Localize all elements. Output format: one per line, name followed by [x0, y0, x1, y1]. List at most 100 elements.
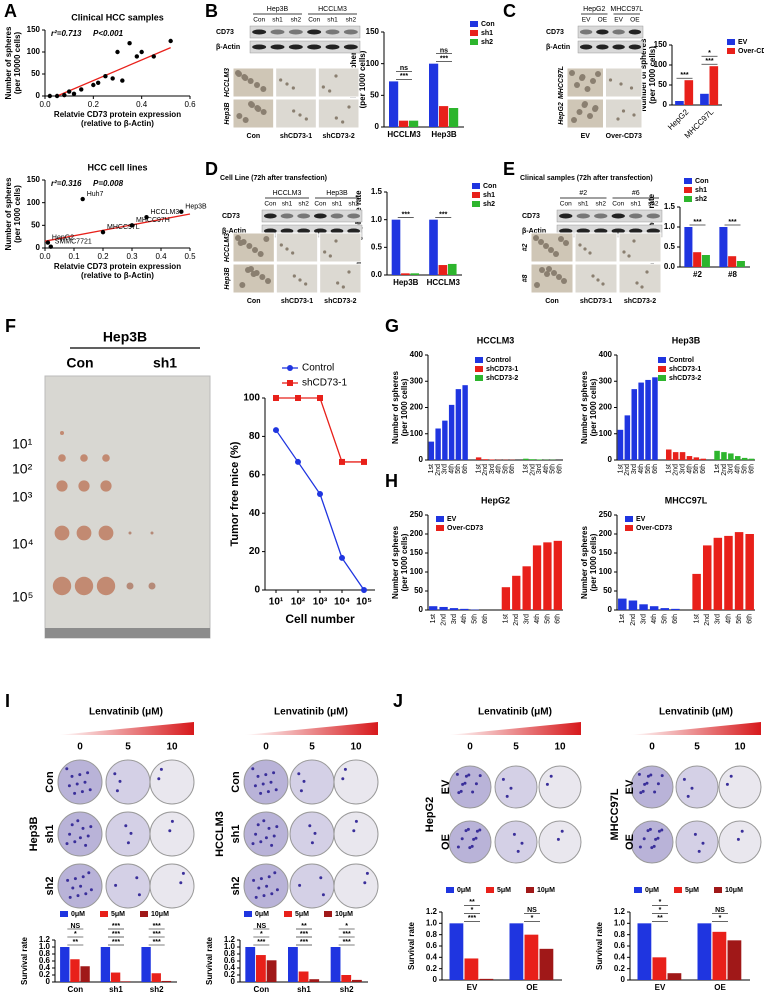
y-tick-label: 100 [27, 198, 41, 207]
sphere [249, 102, 255, 108]
sphere [291, 86, 295, 90]
significance-label: * [659, 907, 662, 914]
blot-group: Hep3B [326, 190, 348, 197]
point-label: MHCC97H [136, 217, 170, 224]
legend-label: 10μM [537, 887, 555, 894]
bar [553, 540, 562, 610]
bar [464, 958, 479, 980]
blot-band [347, 213, 360, 219]
bar [649, 606, 659, 610]
colony [656, 836, 660, 840]
colony [642, 837, 646, 841]
sphere [236, 71, 242, 77]
colony [262, 819, 266, 823]
colony [505, 794, 509, 798]
sphere [627, 254, 631, 258]
point [115, 49, 120, 55]
colony [308, 824, 312, 828]
x-tick-label: 1st [666, 464, 673, 473]
colony [457, 791, 461, 795]
colony [740, 829, 744, 833]
plate-row-label: OE [624, 834, 636, 850]
colony [512, 832, 516, 836]
legend-label: Con [481, 21, 495, 28]
marker [295, 458, 301, 465]
colony [124, 824, 128, 828]
significance-label: *** [728, 219, 736, 226]
legend-swatch [475, 357, 483, 363]
bar [522, 566, 531, 610]
bar [288, 947, 298, 982]
legend-swatch [625, 516, 633, 522]
point-label: HepG2 [52, 234, 74, 241]
colony [137, 893, 141, 897]
bar [697, 923, 712, 980]
bar [684, 227, 693, 267]
colony [459, 789, 463, 793]
dose-label: 5 [309, 742, 315, 753]
blot-band [325, 44, 340, 50]
colony [464, 774, 468, 778]
micrograph [618, 263, 662, 294]
sphere [563, 240, 569, 246]
colony [652, 844, 656, 848]
colony [313, 831, 317, 835]
x-tick-label: HCCLM3 [427, 278, 461, 287]
bar [713, 537, 723, 610]
x-axis-label: (relative to β-Actin) [81, 119, 154, 128]
blot-band [559, 213, 573, 219]
y-axis-label: Survival rate [20, 936, 29, 985]
plate [105, 863, 151, 909]
micrograph-row-label: #8 [522, 275, 529, 283]
sphere [533, 235, 539, 241]
y-tick-label: 1.0 [39, 942, 51, 951]
sphere [556, 274, 562, 280]
sphere [298, 278, 302, 282]
legend-swatch [324, 911, 332, 917]
plate [333, 759, 379, 805]
sphere [260, 109, 267, 115]
bar [439, 106, 449, 127]
sphere [242, 75, 249, 81]
y-tick-label: 0.2 [39, 970, 51, 979]
bar [529, 459, 536, 460]
marker [339, 458, 345, 465]
tumour [60, 431, 64, 435]
tumour [52, 576, 72, 596]
dose-wedge [244, 722, 378, 735]
blot-lane: EV [582, 17, 591, 24]
bar [637, 923, 652, 980]
tumour [98, 525, 114, 541]
colony [65, 767, 69, 771]
significance-label: ** [657, 915, 663, 922]
tumour [78, 480, 90, 492]
sphere [334, 116, 338, 120]
x-tick-label: 3rd [640, 614, 647, 624]
x-tick-label: 10³ [313, 597, 328, 608]
sphere [292, 109, 296, 113]
significance-label: *** [705, 58, 713, 65]
x-tick-label: 10⁵ [356, 597, 372, 608]
colony [637, 772, 641, 776]
bar [693, 457, 700, 460]
bar [539, 948, 554, 980]
legend-swatch [674, 887, 682, 893]
x-tick-label: 6th [748, 464, 755, 474]
blot-band [343, 29, 358, 35]
dose-label: 0 [649, 742, 655, 753]
colony [516, 849, 520, 853]
bar [639, 604, 648, 610]
colony [474, 836, 478, 840]
sphere [569, 70, 575, 76]
bar [266, 960, 277, 982]
sphere [632, 113, 636, 117]
x-tick-label: 5th [455, 464, 462, 474]
y-axis-label: Number of spheres [580, 370, 589, 443]
dose-label: 0 [77, 742, 83, 753]
bar [628, 600, 638, 610]
colony [274, 788, 278, 792]
colony [170, 819, 174, 823]
significance-label: *** [257, 939, 265, 946]
bar [700, 458, 707, 460]
